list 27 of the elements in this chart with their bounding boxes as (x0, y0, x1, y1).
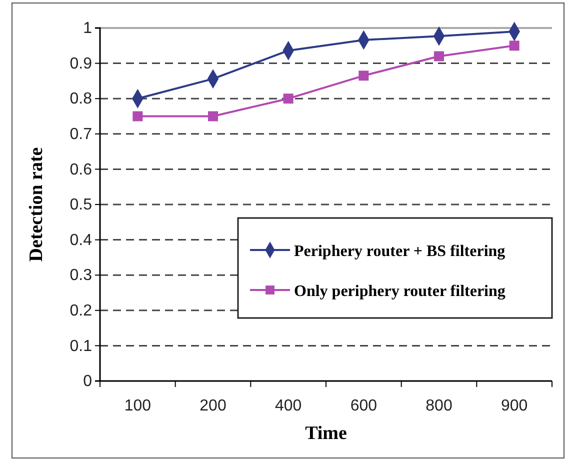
point (358, 70, 369, 81)
x-tick-label: 400 (274, 397, 302, 414)
y-tick-label: 0 (83, 373, 92, 390)
point (283, 94, 294, 104)
legend-label: Only periphery router filtering (294, 283, 506, 300)
x-tick-label: 100 (124, 397, 152, 414)
y-tick-label: 0.8 (70, 90, 92, 108)
point (208, 111, 218, 122)
point (434, 51, 444, 62)
y-tick-label: 0.9 (70, 55, 92, 72)
y-axis-title: Detection rate (26, 147, 47, 262)
y-tick-label: 0.3 (70, 267, 92, 284)
point (509, 40, 520, 51)
x-tick-label: 200 (200, 397, 226, 414)
point (132, 111, 143, 122)
y-tick-label: 0.4 (70, 232, 92, 249)
y-tick-label: 1 (83, 20, 92, 38)
x-tick-label: 800 (426, 397, 452, 414)
x-tick-label: 600 (350, 397, 378, 414)
y-tick-label: 0.1 (70, 338, 92, 355)
legend-label: Periphery router + BS filtering (294, 243, 506, 260)
x-tick-label: 900 (500, 397, 528, 414)
x-axis-title: Time (305, 423, 347, 444)
y-tick-label: 0.2 (70, 302, 92, 320)
y-tick-label: 0.5 (70, 196, 92, 214)
y-tick-label: 0.7 (70, 126, 92, 144)
y-tick-label: 0.6 (70, 161, 92, 178)
